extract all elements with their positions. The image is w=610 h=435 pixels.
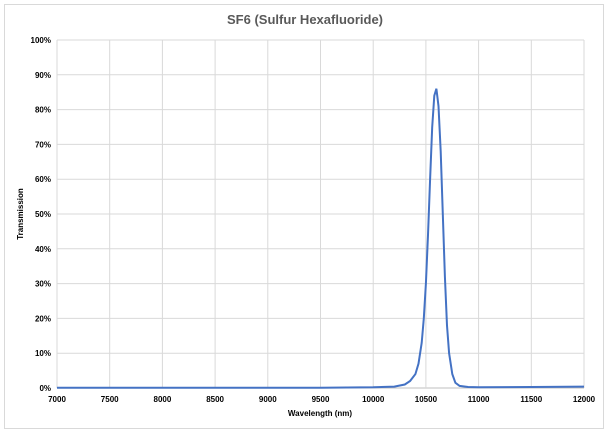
x-tick-label: 11000 [468, 395, 490, 404]
y-tick-label: 70% [35, 140, 51, 149]
x-tick-label: 8000 [154, 395, 172, 404]
x-tick-label: 9500 [312, 395, 330, 404]
x-axis-label: Wavelength (nm) [288, 409, 352, 418]
y-tick-label: 40% [35, 245, 51, 254]
x-tick-label: 7000 [48, 395, 66, 404]
x-tick-label: 11500 [520, 395, 542, 404]
chart-title: SF6 (Sulfur Hexafluoride) [227, 12, 383, 27]
x-tick-label: 10000 [362, 395, 385, 404]
grid-lines [56, 39, 585, 389]
y-tick-label: 80% [35, 106, 51, 115]
y-tick-label: 20% [35, 314, 51, 323]
y-tick-label: 10% [35, 349, 51, 358]
y-tick-label: 60% [35, 175, 51, 184]
x-tick-labels: 7000 7500 8000 8500 9000 9500 10000 10500 11000 1… [48, 395, 596, 404]
y-tick-label: 30% [35, 280, 51, 289]
y-axis-label: Transmission [16, 188, 25, 240]
transmission-line [57, 88, 585, 389]
x-tick-label: 10500 [415, 395, 438, 404]
x-tick-label: 8500 [206, 395, 224, 404]
x-tick-label: 12000 [573, 395, 596, 404]
y-tick-label: 50% [35, 210, 51, 219]
x-tick-label: 7500 [101, 395, 119, 404]
y-tick-label: 90% [35, 71, 51, 80]
x-tick-label: 9000 [259, 395, 277, 404]
y-tick-labels: 0% 10% 20% 30% 40% 50% 60% 70% 80% 90% 100% [31, 36, 51, 393]
y-tick-label: 0% [39, 384, 51, 393]
y-tick-label: 100% [31, 36, 51, 45]
